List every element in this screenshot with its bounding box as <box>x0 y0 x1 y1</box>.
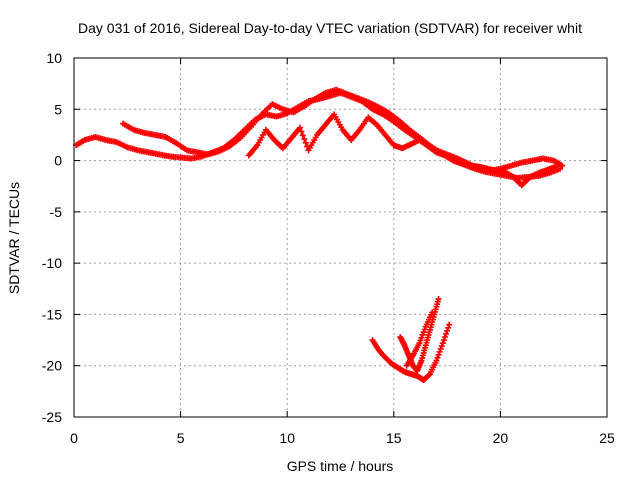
data-point <box>441 333 448 340</box>
data-point <box>296 124 303 131</box>
data-point <box>304 143 311 150</box>
data-point <box>440 337 447 344</box>
y-tick-label: 0 <box>54 153 62 169</box>
x-tick-label: 25 <box>599 430 615 446</box>
data-point <box>446 321 453 328</box>
data-point <box>436 348 443 355</box>
x-axis-label: GPS time / hours <box>287 458 394 474</box>
data-point <box>429 309 436 316</box>
y-tick-label: 10 <box>46 50 62 66</box>
x-tick-label: 15 <box>386 430 402 446</box>
x-tick-label: 10 <box>279 430 295 446</box>
plot-frame <box>73 57 608 418</box>
grid-lines <box>74 58 607 417</box>
data-point <box>445 324 452 331</box>
data-point <box>433 357 440 364</box>
x-tick-label: 20 <box>493 430 509 446</box>
chart-title: Day 031 of 2016, Sidereal Day-to-day VTE… <box>78 20 582 36</box>
y-tick-label: 5 <box>54 101 62 117</box>
x-tick-label: 5 <box>177 430 185 446</box>
series-trace-d <box>369 321 453 384</box>
series-trace-f <box>403 309 436 369</box>
data-point <box>425 371 432 378</box>
data-point <box>437 345 444 352</box>
data-point <box>434 354 441 361</box>
series-trace-c <box>245 111 559 189</box>
data-point <box>443 330 450 337</box>
x-axis-ticks: 0 5 10 15 20 25 <box>70 58 615 446</box>
y-axis-label: SDTVAR / TECUs <box>6 182 22 294</box>
y-axis-ticks: -25 -20 -15 -10 -5 0 5 10 <box>42 50 607 425</box>
data-points <box>73 86 566 384</box>
y-tick-label: -20 <box>42 358 62 374</box>
data-point <box>302 139 309 146</box>
series-trace-e <box>397 296 442 374</box>
data-point <box>435 296 442 303</box>
y-tick-label: -15 <box>42 306 62 322</box>
data-point <box>435 351 442 358</box>
x-tick-label: 0 <box>70 430 78 446</box>
y-tick-label: -5 <box>50 204 63 220</box>
data-point <box>552 163 559 170</box>
data-point <box>298 128 305 135</box>
data-point <box>557 165 564 172</box>
y-tick-label: -25 <box>42 409 62 425</box>
data-point <box>438 343 445 350</box>
data-point <box>444 327 451 334</box>
data-point <box>301 136 308 143</box>
y-tick-label: -10 <box>42 255 62 271</box>
data-point <box>559 162 566 169</box>
data-point <box>299 132 306 139</box>
data-point <box>439 340 446 347</box>
